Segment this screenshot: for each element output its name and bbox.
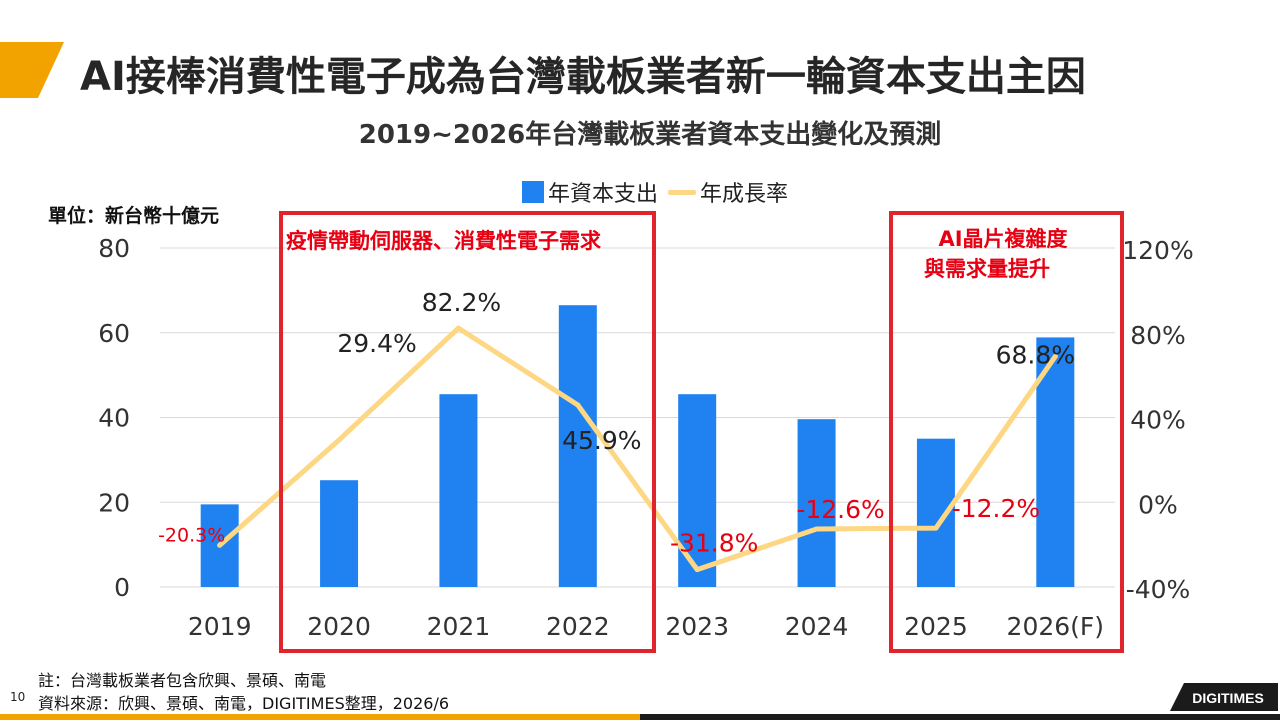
growth-data-label: -31.8% (670, 529, 758, 558)
annotation-text-line-1: AI晶片複雜度 (938, 227, 1067, 251)
growth-rate-line (217, 325, 1058, 573)
x-axis-tick-label: 2023 (665, 612, 729, 641)
legend-swatch-bar (522, 181, 544, 203)
annotation-text-line-2: 與需求量提升 (924, 257, 1050, 281)
right-axis-tick-label: 40% (1130, 406, 1186, 435)
x-axis-tick-label: 2022 (546, 612, 610, 641)
growth-rate-point (694, 567, 700, 573)
annotation-box (279, 211, 656, 653)
page-number: 10 (10, 690, 26, 704)
legend-label-capex: 年資本支出 (548, 182, 659, 207)
growth-data-label: 45.9% (562, 426, 641, 455)
x-axis-tick-label: 2021 (427, 612, 491, 641)
growth-rate-point (814, 526, 820, 532)
digitimes-logo: DIGITIMES (1170, 683, 1278, 711)
growth-data-label: -12.6% (796, 495, 884, 524)
growth-rate-point (336, 437, 342, 443)
growth-data-label: 82.2% (422, 288, 501, 317)
right-axis-tick-label: 80% (1130, 321, 1186, 350)
growth-data-label: -12.2% (952, 494, 1040, 523)
title-accent-shape (0, 42, 64, 98)
right-axis-tick-label: 120% (1122, 236, 1193, 265)
bar-capex (797, 419, 836, 587)
bar-capex (439, 394, 478, 587)
bar-capex (320, 480, 359, 587)
chart-title: 2019~2026年台灣載板業者資本支出變化及預測 (358, 120, 942, 150)
footnote: 註：台灣載板業者包含欣興、景碩、南電 (38, 671, 327, 690)
chart-legend: 年資本支出 年成長率 (522, 176, 788, 208)
x-axis-tick-label: 2020 (307, 612, 371, 641)
growth-data-label: -20.3% (158, 524, 225, 546)
left-axis-tick-label: 60 (98, 319, 130, 348)
x-axis-tick-label: 2024 (785, 612, 849, 641)
footer-bar-accent (0, 714, 640, 720)
growth-rate-point (575, 402, 581, 408)
x-axis-tick-label: 2026(F) (1007, 612, 1105, 641)
annotation-box (889, 211, 1124, 653)
right-axis-tick-label: -40% (1126, 575, 1191, 604)
growth-rate-point (455, 325, 461, 331)
growth-data-label: 29.4% (337, 329, 416, 358)
left-axis-tick-label: 0 (114, 573, 130, 602)
legend-label-growth: 年成長率 (700, 182, 789, 207)
x-axis-tick-label: 2019 (188, 612, 252, 641)
annotation-text: 疫情帶動伺服器、消費性電子需求 (286, 229, 601, 253)
bar-capex (558, 305, 597, 587)
right-axis-tick-label: 0% (1138, 490, 1178, 519)
slide-title: AI接棒消費性電子成為台灣載板業者新一輪資本支出主因 (80, 54, 1086, 100)
left-axis-tick-label: 20 (98, 488, 130, 517)
unit-label: 單位：新台幣十億元 (48, 205, 220, 227)
legend-swatch-line (668, 189, 697, 195)
logo-text: DIGITIMES (1192, 690, 1264, 706)
growth-data-label: 68.8% (996, 340, 1075, 369)
growth-rate-point (217, 542, 223, 548)
growth-rate-point (933, 525, 939, 531)
growth-rate-point (1052, 353, 1058, 359)
left-axis-tick-label: 80 (98, 234, 130, 263)
footer-bar-dark (640, 714, 1280, 720)
bar-capex (678, 394, 717, 587)
source-note: 資料來源：欣興、景碩、南電，DIGITIMES整理，2026/6 (38, 694, 450, 713)
left-axis-tick-label: 40 (98, 404, 130, 433)
x-axis-tick-label: 2025 (904, 612, 968, 641)
